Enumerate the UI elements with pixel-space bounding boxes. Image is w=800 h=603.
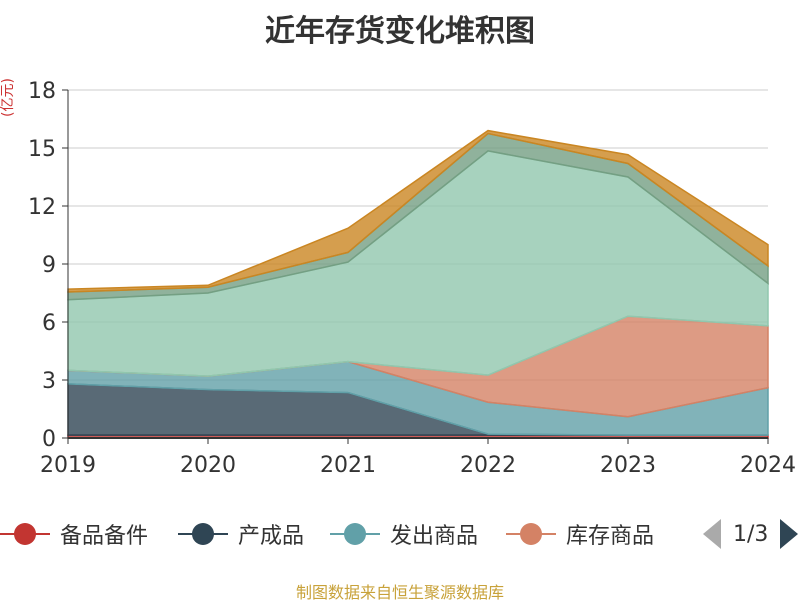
source-note: 制图数据来自恒生聚源数据库	[295, 583, 504, 602]
legend-item-shipped-goods[interactable]: 发出商品	[330, 516, 478, 552]
chart-title: 近年存货变化堆积图	[265, 14, 535, 49]
legend-label: 备品备件	[60, 524, 149, 549]
axes: 0 3 6 9 12 15 18 2019 2020 2021 2022 2023 2024	[28, 79, 796, 478]
legend-marker-icon	[506, 516, 556, 552]
y-tick-label: 18	[28, 79, 56, 104]
legend-dot	[192, 523, 214, 545]
legend-pager: 1/3	[703, 516, 799, 552]
y-tick-label: 3	[42, 369, 56, 394]
legend-dot	[344, 523, 366, 545]
legend-item-spare-parts[interactable]: 备品备件	[0, 516, 148, 552]
area-series-6	[67, 129, 769, 293]
x-tick-label: 2022	[460, 453, 516, 478]
legend: 备品备件 产成品 发出商品 库存商品	[0, 516, 800, 552]
legend-label: 发出商品	[390, 524, 479, 549]
legend-marker-icon	[330, 516, 380, 552]
x-tick-label: 2024	[740, 453, 796, 478]
x-tick-label: 2021	[320, 453, 376, 478]
legend-dot	[520, 523, 542, 545]
legend-dot	[14, 523, 36, 545]
pager-next-icon[interactable]	[780, 519, 799, 549]
legend-label: 库存商品	[566, 524, 655, 549]
y-tick-label: 15	[28, 137, 56, 162]
x-tick-label: 2020	[180, 453, 236, 478]
x-tick-label: 2019	[40, 453, 96, 478]
pager-text: 1/3	[733, 521, 769, 547]
y-tick-label: 6	[42, 311, 56, 336]
legend-item-stock-goods[interactable]: 库存商品	[506, 516, 654, 552]
x-tick-label: 2023	[600, 453, 656, 478]
area-series	[67, 129, 769, 439]
y-tick-label: 9	[42, 253, 56, 278]
legend-marker-icon	[0, 516, 50, 552]
y-tick-label: 0	[42, 427, 56, 452]
y-tick-label: 12	[28, 195, 56, 220]
pager-prev-icon[interactable]	[703, 519, 721, 549]
legend-item-finished-goods[interactable]: 产成品	[178, 516, 304, 552]
legend-label: 产成品	[238, 524, 305, 549]
legend-marker-icon	[178, 516, 228, 552]
